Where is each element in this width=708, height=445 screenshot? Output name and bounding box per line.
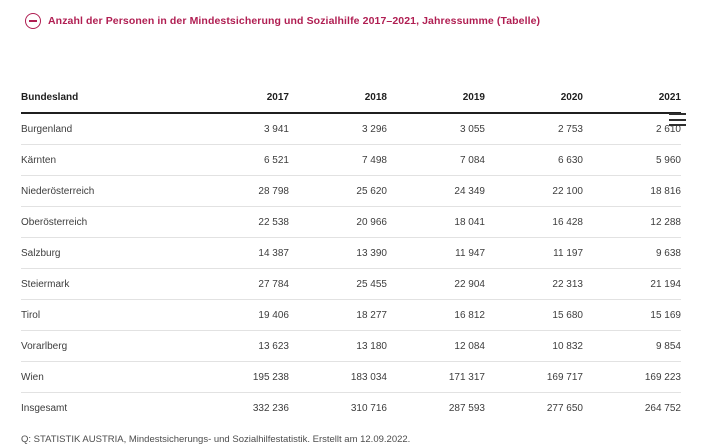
- row-value: 12 288: [583, 206, 681, 238]
- row-value: 169 717: [485, 361, 583, 393]
- row-label: Burgenland: [21, 113, 191, 145]
- row-value: 195 238: [191, 361, 289, 393]
- row-value: 2 610: [583, 113, 681, 145]
- row-label: Tirol: [21, 299, 191, 331]
- row-value: 3 296: [289, 113, 387, 145]
- row-value: 16 812: [387, 299, 485, 331]
- row-value: 18 277: [289, 299, 387, 331]
- row-value: 264 752: [644, 402, 681, 414]
- row-value: 27 784: [191, 268, 289, 300]
- table-row: Wien 195 238 183 034 171 317 169 717 169…: [21, 361, 681, 393]
- row-value: 277 650: [546, 402, 583, 414]
- minus-circle-icon[interactable]: [25, 13, 41, 29]
- row-value: 15 680: [485, 299, 583, 331]
- row-label: Insgesamt: [21, 402, 68, 414]
- row-value: 15 169: [583, 299, 681, 331]
- accordion-header[interactable]: Anzahl der Personen in der Mindestsicher…: [0, 0, 708, 29]
- row-value: 25 455: [289, 268, 387, 300]
- table-row: Salzburg 14 387 13 390 11 947 11 197 9 6…: [21, 237, 681, 269]
- row-value: 13 623: [191, 330, 289, 362]
- row-value: 12 084: [387, 330, 485, 362]
- row-value: 25 620: [289, 175, 387, 207]
- row-label: Wien: [21, 361, 191, 393]
- row-value: 5 960: [583, 144, 681, 176]
- row-value: 332 236: [252, 402, 289, 414]
- row-label: Oberösterreich: [21, 206, 191, 238]
- row-label: Steiermark: [21, 268, 191, 300]
- row-value: 169 223: [583, 361, 681, 393]
- table-row: Niederösterreich 28 798 25 620 24 349 22…: [21, 175, 681, 207]
- row-value: 14 387: [191, 237, 289, 269]
- row-value: 22 904: [387, 268, 485, 300]
- table-header-row: Bundesland 2017 2018 2019 2020 2021: [21, 84, 681, 114]
- table-row: Kärnten 6 521 7 498 7 084 6 630 5 960: [21, 144, 681, 176]
- column-header-2020: 2020: [485, 84, 583, 114]
- column-header-2021: 2021: [583, 84, 681, 114]
- minus-glyph: [29, 20, 37, 22]
- row-label: Kärnten: [21, 144, 191, 176]
- row-value: 28 798: [191, 175, 289, 207]
- column-header-2017: 2017: [191, 84, 289, 114]
- table-body: Burgenland 3 941 3 296 3 055 2 753 2 610…: [21, 113, 681, 423]
- row-label: Niederösterreich: [21, 175, 191, 207]
- row-value: 20 966: [289, 206, 387, 238]
- row-value: 10 832: [485, 330, 583, 362]
- source-note: Q: STATISTIK AUSTRIA, Mindestsicherungs-…: [21, 434, 411, 445]
- table-row: Vorarlberg 13 623 13 180 12 084 10 832 9…: [21, 330, 681, 362]
- row-value: 11 197: [485, 237, 583, 269]
- row-value: 9 638: [583, 237, 681, 269]
- row-value: 7 498: [289, 144, 387, 176]
- table-row: Steiermark 27 784 25 455 22 904 22 313 2…: [21, 268, 681, 300]
- row-value: 18 041: [387, 206, 485, 238]
- row-value: 13 390: [289, 237, 387, 269]
- row-value: 24 349: [387, 175, 485, 207]
- row-label: Salzburg: [21, 237, 191, 269]
- row-value: 19 406: [191, 299, 289, 331]
- data-table: Bundesland 2017 2018 2019 2020 2021 Burg…: [21, 84, 681, 423]
- row-value: 18 816: [583, 175, 681, 207]
- row-value: 16 428: [485, 206, 583, 238]
- row-value: 310 716: [350, 402, 387, 414]
- table-row: Burgenland 3 941 3 296 3 055 2 753 2 610: [21, 113, 681, 145]
- row-value: 21 194: [583, 268, 681, 300]
- row-value: 22 100: [485, 175, 583, 207]
- column-header-2019: 2019: [387, 84, 485, 114]
- row-value: 7 084: [387, 144, 485, 176]
- table-row: Insgesamt 332 236 310 716 287 593 277 65…: [21, 393, 681, 424]
- column-header-2018: 2018: [289, 84, 387, 114]
- row-value: 6 521: [191, 144, 289, 176]
- table-widget: Bundesland 2017 2018 2019 2020 2021 Burg…: [21, 84, 686, 423]
- row-value: 22 313: [485, 268, 583, 300]
- table-row: Oberösterreich 22 538 20 966 18 041 16 4…: [21, 206, 681, 238]
- column-header-bundesland: Bundesland: [21, 84, 191, 114]
- row-value: 2 753: [485, 113, 583, 145]
- page-title: Anzahl der Personen in der Mindestsicher…: [48, 15, 541, 27]
- row-value: 9 854: [583, 330, 681, 362]
- row-value: 3 055: [387, 113, 485, 145]
- row-value: 11 947: [387, 237, 485, 269]
- hamburger-menu-icon[interactable]: [669, 112, 687, 127]
- row-value: 22 538: [191, 206, 289, 238]
- row-label: Vorarlberg: [21, 330, 191, 362]
- row-value: 3 941: [191, 113, 289, 145]
- row-value: 171 317: [387, 361, 485, 393]
- table-row: Tirol 19 406 18 277 16 812 15 680 15 169: [21, 299, 681, 331]
- row-value: 287 593: [448, 402, 485, 414]
- row-value: 13 180: [289, 330, 387, 362]
- row-value: 6 630: [485, 144, 583, 176]
- row-value: 183 034: [289, 361, 387, 393]
